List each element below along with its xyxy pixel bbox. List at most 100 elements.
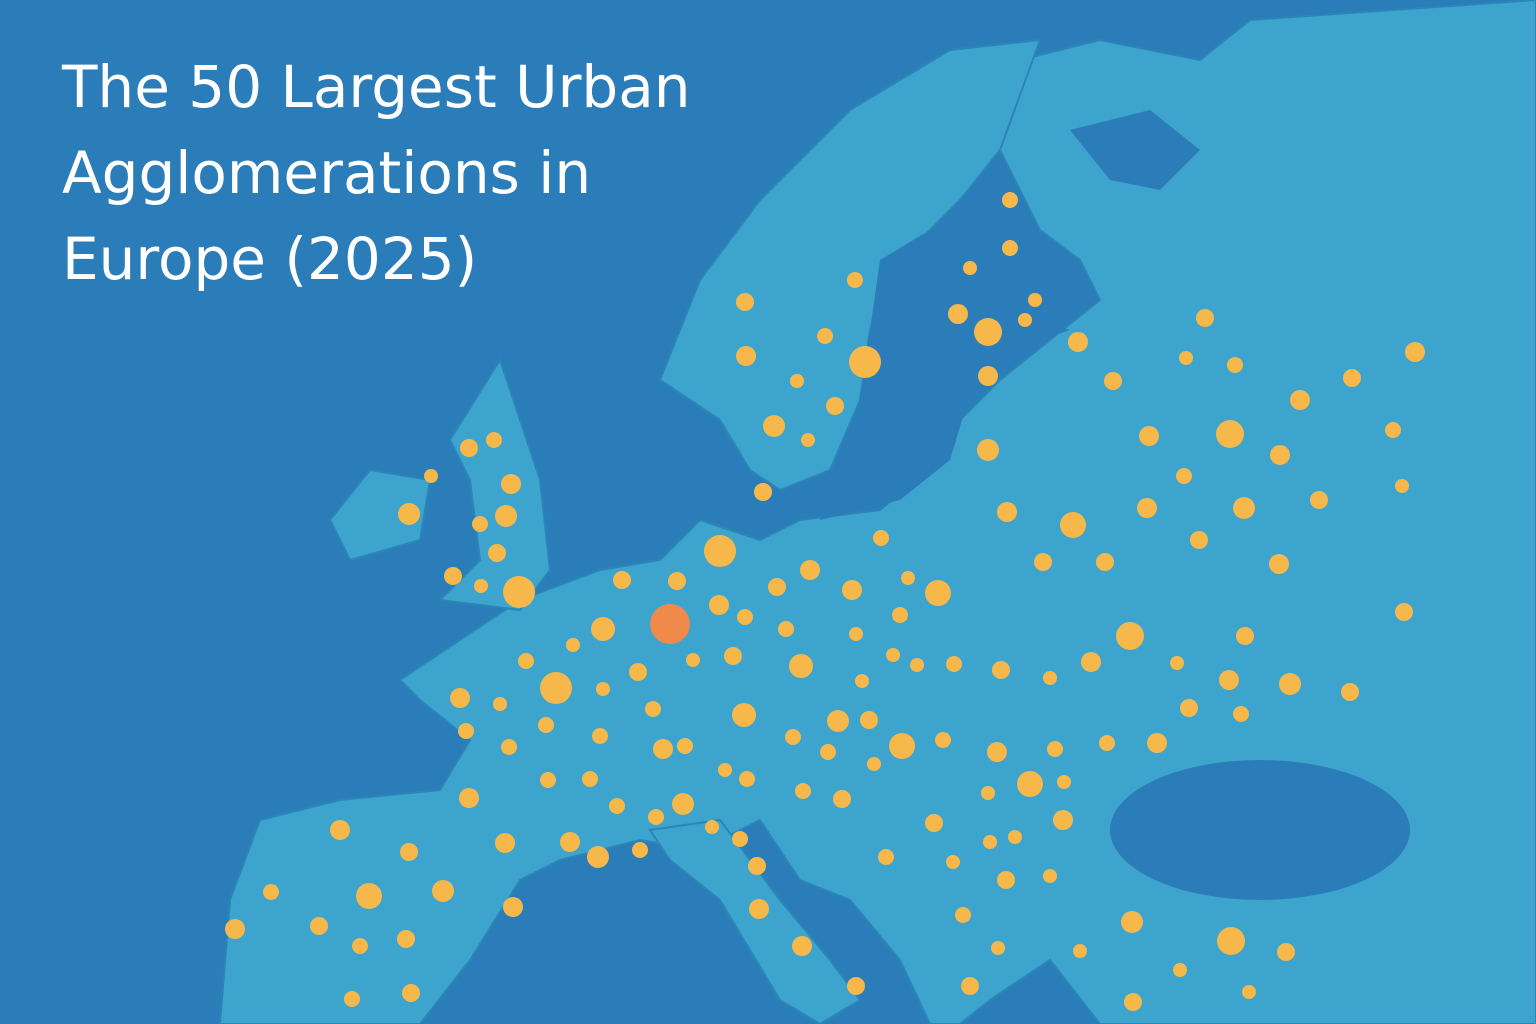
city-dot [1028,293,1042,307]
city-dot [1002,192,1018,208]
city-dot [501,739,517,755]
city-dot [1002,240,1018,256]
city-dot [1179,351,1193,365]
city-dot [488,544,506,562]
city-dot [983,835,997,849]
city-dot [833,790,851,808]
city-dot [1017,771,1043,797]
city-dot [495,505,517,527]
city-dot [778,621,794,637]
city-dot [732,703,756,727]
city-dot [1068,332,1088,352]
city-dot [518,653,534,669]
city-dot [677,738,693,754]
city-dot [1018,313,1032,327]
city-dot [987,742,1007,762]
city-dot [981,786,995,800]
city-dot [330,820,350,840]
city-dot [686,653,700,667]
city-dot [789,654,813,678]
city-dot [1310,491,1328,509]
city-dot [1233,706,1249,722]
city-dot [790,374,804,388]
city-dot [946,656,962,672]
city-dot [737,609,753,625]
city-dot [1219,670,1239,690]
city-dot [997,502,1017,522]
city-dot [1233,497,1255,519]
city-dot [1116,622,1144,650]
city-dot [795,783,811,799]
city-dot [540,772,556,788]
city-dot [1217,927,1245,955]
city-dot [444,567,462,585]
city-dot [732,831,748,847]
city-dot [925,580,951,606]
city-dot [1043,869,1057,883]
city-dot [460,439,478,457]
city-dot [1008,830,1022,844]
city-dot [1096,553,1114,571]
city-dot [991,941,1005,955]
city-dot [1196,309,1214,327]
city-dot [1405,342,1425,362]
city-dot [672,793,694,815]
city-dot [961,977,979,995]
city-dot [739,771,755,787]
city-dot [768,578,786,596]
city-dot [826,397,844,415]
city-dot [1279,673,1301,695]
city-dot [801,433,815,447]
city-dot [1170,656,1184,670]
city-dot [955,907,971,923]
city-dot [398,503,420,525]
city-dot [997,871,1015,889]
black-sea [1110,760,1410,900]
city-dot [1043,671,1057,685]
city-dot [591,617,615,641]
city-dot [763,415,785,437]
city-dot [1341,683,1359,701]
city-dot [501,474,521,494]
city-dot [629,663,647,681]
city-dot [458,723,474,739]
city-dot [459,788,479,808]
city-dot [1099,735,1115,751]
city-dot [736,293,754,311]
city-dot [1057,775,1071,789]
city-dot [718,763,732,777]
seas [820,110,1410,900]
city-dot [1277,943,1295,961]
city-dot [925,814,943,832]
city-dot [1269,554,1289,574]
city-dot [1290,390,1310,410]
city-dot [493,697,507,711]
city-dot [827,710,849,732]
city-dot [1124,993,1142,1011]
city-dot [1104,372,1122,390]
city-dot [948,304,968,324]
city-dot [1395,603,1413,621]
city-dot [1073,944,1087,958]
city-dot [977,439,999,461]
city-dot [1216,420,1244,448]
city-dot [1047,741,1063,757]
city-dot [1034,553,1052,571]
city-dot [792,936,812,956]
city-dot [1121,911,1143,933]
city-dot [397,930,415,948]
city-dot [450,688,470,708]
city-dot [1173,963,1187,977]
city-dot [748,857,766,875]
city-dot [263,884,279,900]
city-dot [356,883,382,909]
city-dot [963,261,977,275]
city-dot [886,648,900,662]
city-dot [855,674,869,688]
city-dot [1236,627,1254,645]
city-dots [225,192,1425,1011]
city-dot [225,919,245,939]
city-dot [613,571,631,589]
